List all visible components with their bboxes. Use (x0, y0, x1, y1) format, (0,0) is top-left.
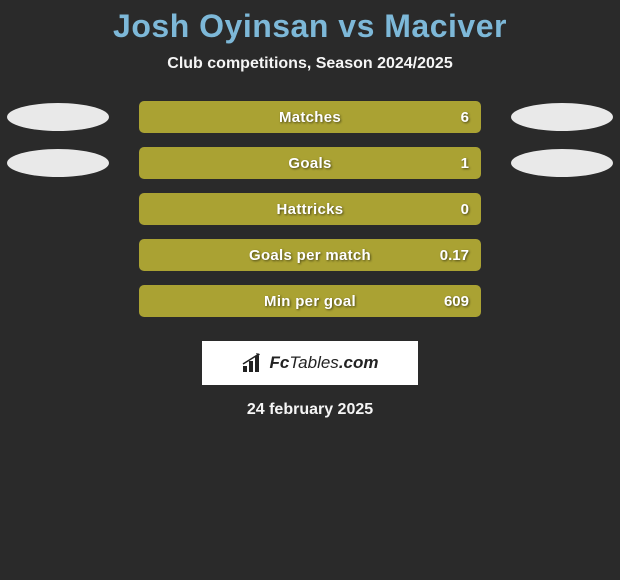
stats-list: Matches 6 Goals 1 Hattricks 0 Goals per match 0… (0, 101, 620, 317)
subtitle: Club competitions, Season 2024/2025 (0, 55, 620, 73)
stat-bar: Matches 6 (139, 101, 481, 133)
stat-label: Goals (288, 155, 331, 172)
stat-row: Goals 1 (0, 147, 620, 179)
left-ellipse (7, 103, 109, 131)
page-title: Josh Oyinsan vs Maciver (0, 8, 620, 45)
stat-label: Min per goal (264, 293, 356, 310)
bars-icon (242, 353, 264, 373)
stat-row: Matches 6 (0, 101, 620, 133)
stat-bar: Goals 1 (139, 147, 481, 179)
stat-value: 0.17 (440, 247, 469, 264)
stat-bar: Min per goal 609 (139, 285, 481, 317)
stat-label: Matches (279, 109, 341, 126)
stat-row: Hattricks 0 (0, 193, 620, 225)
stat-bar: Goals per match 0.17 (139, 239, 481, 271)
logo-text: FcTables.com (270, 353, 379, 373)
date-text: 24 february 2025 (0, 401, 620, 419)
stat-value: 0 (461, 201, 469, 218)
logo-main: Tables (289, 353, 338, 372)
logo-prefix: Fc (270, 353, 290, 372)
left-ellipse (7, 149, 109, 177)
stat-value: 1 (461, 155, 469, 172)
stat-row: Min per goal 609 (0, 285, 620, 317)
stat-bar: Hattricks 0 (139, 193, 481, 225)
stat-value: 609 (444, 293, 469, 310)
stat-label: Hattricks (277, 201, 344, 218)
stat-value: 6 (461, 109, 469, 126)
stat-label: Goals per match (249, 247, 371, 264)
stat-row: Goals per match 0.17 (0, 239, 620, 271)
right-ellipse (511, 103, 613, 131)
logo-box: FcTables.com (202, 341, 418, 385)
right-ellipse (511, 149, 613, 177)
logo-suffix: .com (339, 353, 379, 372)
